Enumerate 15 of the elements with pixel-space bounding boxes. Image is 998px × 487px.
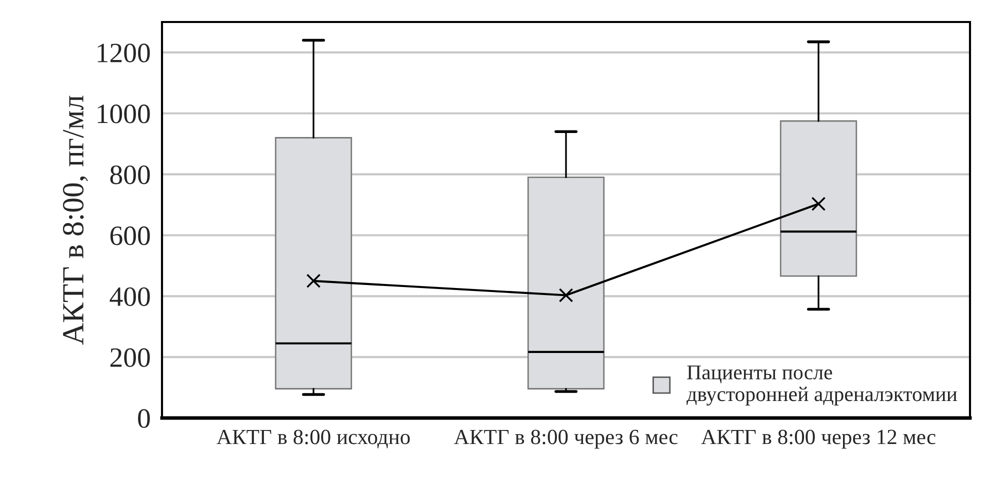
y-tick-label: 1200 [98,44,150,62]
x-tick-label: АКТГ в 8:00 через 6 мес [454,430,678,449]
y-tick-label: 800 [110,165,150,184]
x-tick-label: АКТГ в 8:00 через 12 мес [701,430,936,449]
y-tick-label: 0 [138,409,150,428]
y-tick-label: 200 [110,348,150,367]
y-tick-label: 1000 [98,104,150,124]
point [306,274,321,288]
point [811,196,826,212]
legend-label: Пациенты после двусторонней адреналэктомии [686,366,958,406]
y-axis-title: АКТГ в 8:00, пг/мл [62,96,88,345]
y-tick-label: 400 [110,287,150,306]
x-tick-label: АКТГ в 8:00 исходно [216,430,410,448]
y-tick-label: 600 [110,226,150,246]
point [558,288,574,302]
